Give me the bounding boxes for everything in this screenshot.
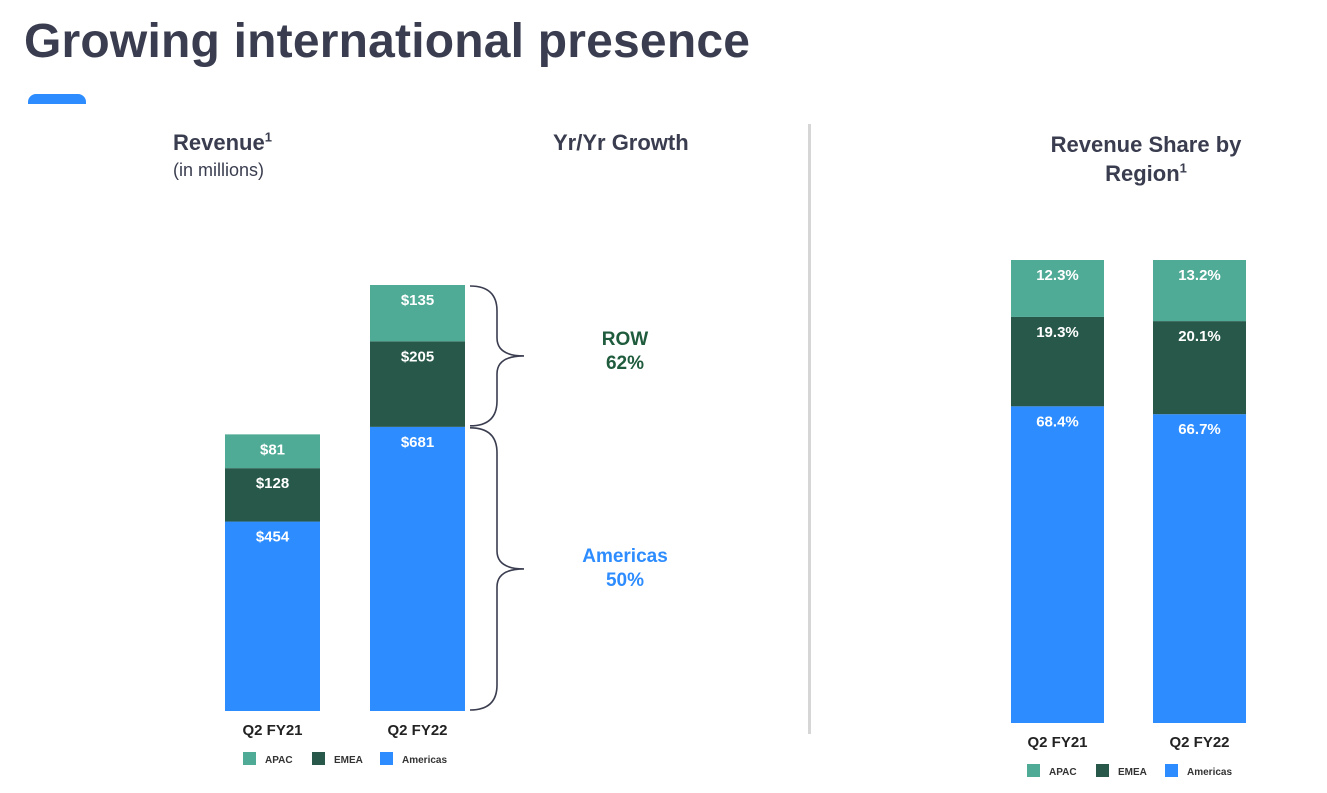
category-label-1: Q2 FY21 (242, 722, 302, 739)
bar-emea-2 (370, 341, 465, 427)
legend-label-americas: Americas (402, 755, 447, 766)
bar-apac-1 (1011, 260, 1104, 317)
bar-americas-1 (225, 521, 320, 711)
legend-swatch-emea (312, 752, 325, 765)
data-label-emea-1: $128 (256, 475, 289, 492)
bar-apac-2 (1153, 260, 1246, 322)
category-label-2: Q2 FY22 (387, 722, 447, 739)
bar-emea-1 (225, 468, 320, 522)
data-label-americas-2: 66.7% (1178, 421, 1221, 438)
growth-americas-value: 50% (605, 570, 645, 591)
bar-emea-2 (1153, 321, 1246, 415)
chart-2: 68.4% 19.3% 12.3% Q2 FY21 66.7% 20.1% 13.2% Q2 … (1011, 260, 1246, 778)
share-footnote-marker: 1 (1179, 160, 1187, 176)
data-label-emea-2: 20.1% (1178, 328, 1221, 345)
data-label-apac-2: 13.2% (1178, 267, 1221, 284)
revenue-heading: Revenue1 (173, 130, 272, 156)
growth-row-value: 62% (605, 353, 645, 374)
category-label-1: Q2 FY21 (1027, 734, 1087, 751)
legend-label-americas: Americas (1187, 767, 1232, 778)
title-accent-bar (28, 94, 86, 104)
share-heading: Revenue Share by Region1 (1010, 130, 1282, 188)
chart-1: $454 $128 $81 Q2 FY21 $681 $205 $135 Q2 FY22 APA… (225, 285, 465, 766)
legend-swatch-americas (380, 752, 393, 765)
legend-swatch-apac (243, 752, 256, 765)
data-label-americas-1: 68.4% (1036, 413, 1079, 430)
data-label-apac-2: $135 (401, 292, 434, 309)
bar-americas-2 (1153, 414, 1246, 723)
revenue-footnote-marker: 1 (264, 129, 272, 145)
bar-emea-1 (1011, 316, 1104, 407)
legend-label-apac: APAC (1049, 767, 1077, 778)
data-label-emea-1: 19.3% (1036, 324, 1079, 341)
bracket-row (469, 285, 525, 427)
growth-row-label: ROW (601, 329, 649, 350)
bar-americas-2 (370, 426, 465, 711)
legend-swatch-apac (1027, 764, 1040, 777)
growth-row: ROW 62% (570, 328, 680, 376)
bar-apac-1 (225, 434, 320, 469)
growth-americas: Americas 50% (570, 545, 680, 593)
page-title: Growing international presence (24, 15, 751, 68)
legend-label-emea: EMEA (334, 755, 363, 766)
revenue-subtitle: (in millions) (173, 160, 265, 180)
legend-label-apac: APAC (265, 755, 293, 766)
growth-americas-label: Americas (582, 546, 668, 567)
category-label-2: Q2 FY22 (1169, 734, 1229, 751)
data-label-emea-2: $205 (401, 348, 434, 365)
legend-swatch-emea (1096, 764, 1109, 777)
data-label-apac-1: 12.3% (1036, 267, 1079, 284)
bar-apac-2 (370, 285, 465, 342)
data-label-americas-2: $681 (401, 434, 434, 451)
growth-heading: Yr/Yr Growth (553, 130, 689, 155)
data-label-apac-1: $81 (260, 441, 285, 458)
bar-americas-1 (1011, 406, 1104, 723)
bracket-americas (469, 427, 525, 711)
revenue-heading-text: Revenue (173, 130, 265, 155)
legend-swatch-americas (1165, 764, 1178, 777)
data-label-americas-1: $454 (256, 529, 290, 546)
legend-label-emea: EMEA (1118, 767, 1147, 778)
section-divider (808, 124, 811, 734)
share-heading-text: Revenue Share by Region (1050, 132, 1242, 186)
